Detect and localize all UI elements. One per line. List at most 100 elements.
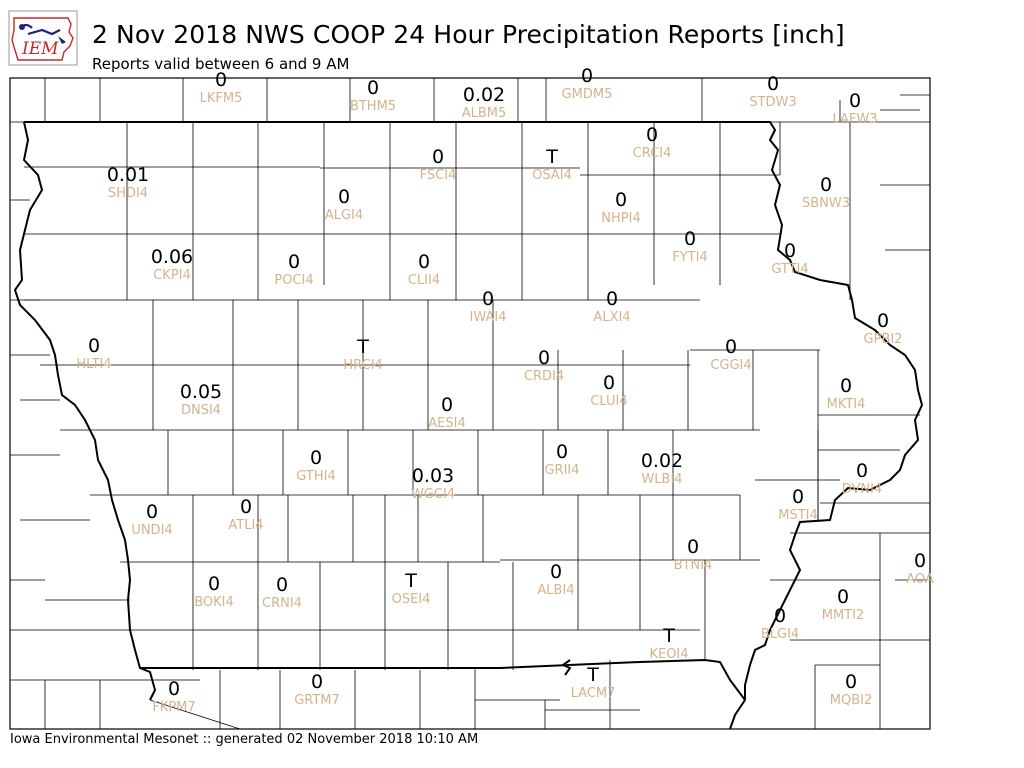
station-id-label: CLII4 [408, 273, 440, 288]
station-id-label: STDW3 [749, 95, 796, 110]
precip-value: 0 [581, 65, 593, 87]
precip-value: 0 [367, 77, 379, 99]
station-id-label: WLBI4 [641, 472, 682, 487]
station-id-label: GPBI2 [864, 332, 903, 347]
precip-value: 0 [550, 561, 562, 583]
precip-value: 0 [792, 486, 804, 508]
station-id-label: BTHM5 [350, 99, 396, 114]
precip-value: 0.02 [641, 450, 683, 472]
precip-value: 0 [418, 251, 430, 273]
station-id-label: CLUI4 [590, 394, 627, 409]
station-id-label: AOA [906, 572, 934, 587]
precip-value: 0 [725, 336, 737, 358]
station-id-label: GRTM7 [294, 693, 340, 708]
precip-value: 0 [441, 394, 453, 416]
precip-value: 0 [774, 605, 786, 627]
station-id-label: LAFW3 [832, 112, 877, 127]
station-id-label: SHDI4 [108, 186, 148, 201]
station-id-label: CRCI4 [633, 146, 672, 161]
station-id-label: MKTI4 [827, 397, 866, 412]
station-id-label: HLTI4 [76, 357, 111, 372]
station-id-label: GRII4 [544, 463, 579, 478]
precip-value: 0 [215, 69, 227, 91]
precip-value: 0 [767, 73, 779, 95]
station-id-label: SBNW3 [802, 196, 850, 211]
station-id-label: LKFM5 [200, 91, 243, 106]
precip-value: 0 [603, 372, 615, 394]
station-id-label: DNSI4 [181, 403, 221, 418]
precip-value: T [356, 336, 369, 358]
station-id-label: BOKI4 [194, 595, 234, 610]
precip-value: 0 [208, 573, 220, 595]
precip-value: 0 [820, 174, 832, 196]
precip-value: 0 [849, 90, 861, 112]
precip-value: 0 [684, 228, 696, 250]
station-id-label: ALXI4 [593, 310, 630, 325]
station-id-label: AESI4 [428, 416, 465, 431]
station-id-label: GMDM5 [562, 87, 613, 102]
precip-value: 0 [606, 288, 618, 310]
map-title: 2 Nov 2018 NWS COOP 24 Hour Precipitatio… [92, 20, 845, 49]
precip-value: T [662, 625, 675, 647]
precip-value: 0 [240, 496, 252, 518]
station-id-label: MMTI2 [822, 608, 864, 623]
station-id-label: FYTI4 [672, 250, 707, 265]
station-id-label: BTNI4 [674, 558, 713, 573]
station-id-label: HRCI4 [343, 358, 382, 373]
precip-value: 0 [840, 375, 852, 397]
station-id-label: FKPM7 [152, 700, 195, 715]
precip-value: 0 [311, 671, 323, 693]
precip-value: 0 [784, 240, 796, 262]
station-id-label: CGGI4 [710, 358, 751, 373]
precip-value: 0 [845, 671, 857, 693]
station-id-label: DVNI4 [842, 482, 883, 497]
station-id-label: WGCI4 [411, 487, 455, 502]
precip-value: T [586, 664, 599, 686]
precip-value: 0.01 [107, 164, 149, 186]
station-id-label: KEOI4 [649, 647, 688, 662]
precip-value: 0 [687, 536, 699, 558]
station-id-label: GTTI4 [771, 262, 808, 277]
precip-value: 0.06 [151, 246, 193, 268]
